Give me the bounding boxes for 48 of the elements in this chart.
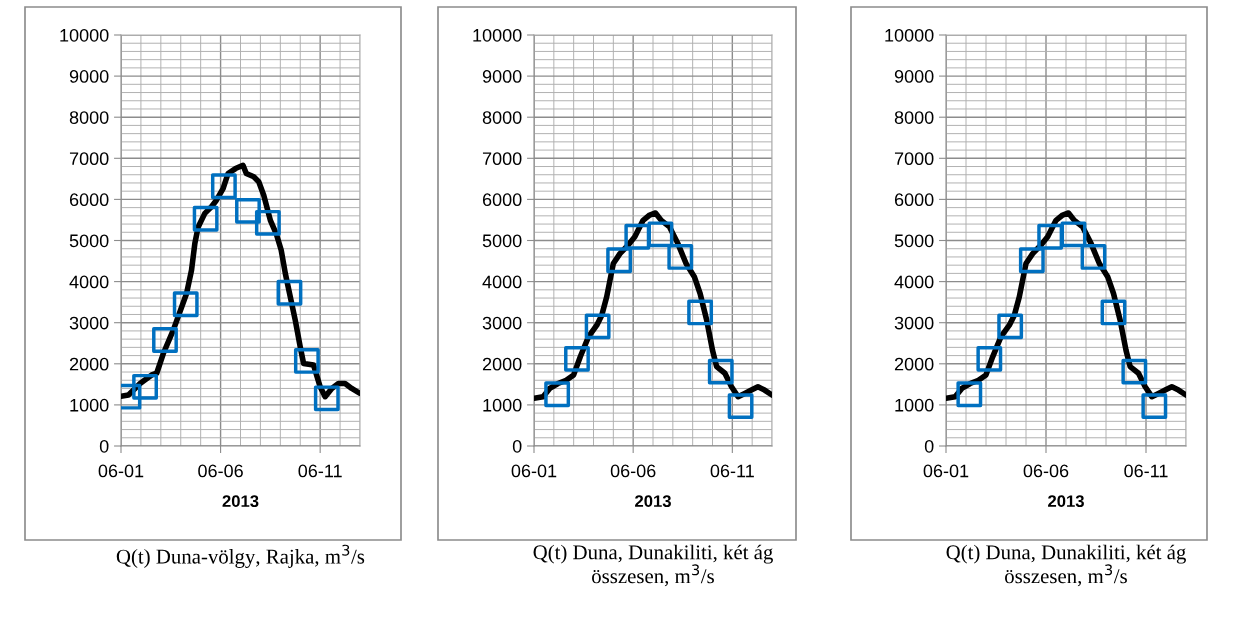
- y-tick-label: 4000: [482, 275, 522, 289]
- y-tick-label: 4000: [69, 275, 109, 289]
- y-tick-label: 5000: [482, 234, 522, 248]
- x-tick-label: 06-06: [1023, 464, 1069, 478]
- x-tick-label: 06-11: [1124, 464, 1168, 478]
- x-axis-title: 2013: [1048, 495, 1084, 508]
- x-tick-label: 06-11: [298, 464, 342, 478]
- y-tick-label: 10000: [473, 28, 522, 42]
- y-tick-label: 3000: [69, 316, 109, 330]
- x-tick-label: 06-01: [98, 464, 144, 478]
- x-tick-label: 06-11: [710, 464, 754, 478]
- x-tick-label: 06-01: [511, 464, 557, 478]
- text: Q(t) Duna-völgy, Rajka, m$^{3}$/s: [116, 544, 365, 568]
- y-tick-label: 10000: [60, 28, 109, 42]
- y-tick-label: 1000: [895, 398, 934, 412]
- y-tick-label: 1000: [483, 398, 522, 412]
- x-tick-label: 06-01: [923, 464, 969, 478]
- y-tick-label: 6000: [69, 193, 109, 207]
- y-tick-label: 0: [99, 439, 109, 453]
- y-tick-label: 5000: [69, 234, 109, 248]
- y-tick-label: 2000: [894, 357, 934, 371]
- y-tick-label: 9000: [894, 70, 934, 83]
- y-tick-label: 0: [512, 439, 522, 453]
- y-tick-label: 0: [924, 439, 934, 453]
- y-tick-label: 7000: [894, 152, 934, 166]
- x-axis-title: 2013: [635, 495, 671, 508]
- y-tick-label: 3000: [482, 316, 522, 330]
- y-tick-label: 1000: [70, 398, 109, 412]
- x-axis-title: 2013: [222, 495, 259, 508]
- y-tick-label: 10000: [885, 28, 934, 42]
- y-tick-label: 7000: [69, 152, 109, 166]
- y-tick-label: 3000: [894, 316, 934, 330]
- y-tick-label: 7000: [482, 152, 522, 166]
- text: Q(t) Duna, Dunakiliti, két ág összesen, m$^{3}$/s: [533, 544, 773, 587]
- y-tick-label: 9000: [69, 70, 109, 83]
- y-tick-label: 6000: [482, 193, 522, 207]
- x-tick-label: 06-06: [198, 464, 243, 478]
- y-tick-label: 8000: [69, 111, 109, 124]
- y-tick-label: 4000: [894, 275, 934, 289]
- y-tick-label: 2000: [69, 357, 109, 371]
- y-tick-label: 8000: [482, 111, 522, 124]
- text: Q(t) Duna, Dunakiliti, két ág összesen, m$^{3}$/s: [946, 544, 1186, 587]
- y-tick-label: 8000: [894, 111, 934, 124]
- y-tick-label: 2000: [482, 357, 522, 371]
- x-tick-label: 06-06: [610, 464, 656, 478]
- y-tick-label: 6000: [894, 193, 934, 207]
- y-tick-label: 9000: [482, 70, 522, 83]
- y-tick-label: 5000: [894, 234, 934, 248]
